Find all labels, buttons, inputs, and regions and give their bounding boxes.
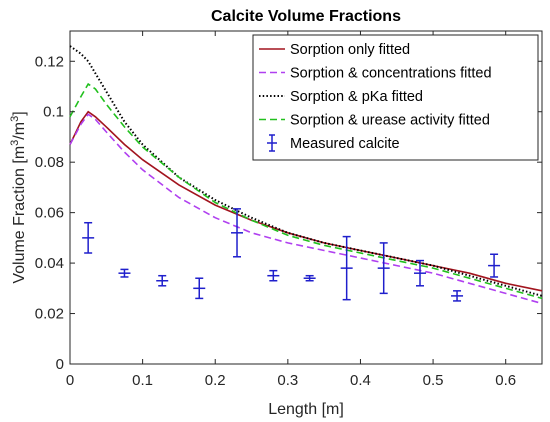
legend-entry-5: Measured calcite xyxy=(267,134,400,152)
legend-entry-1: Sorption only fitted xyxy=(259,42,410,58)
y-tick-label: 0.12 xyxy=(35,53,64,70)
legend-label: Sorption & pKa fitted xyxy=(290,89,423,105)
legend-label: Sorption & concentrations fitted xyxy=(290,66,492,82)
legend-box xyxy=(252,34,539,161)
y-tick-label: 0.02 xyxy=(35,306,64,323)
legend-entry-4: Sorption & urease activity fitted xyxy=(259,113,490,129)
legend-label: Sorption only fitted xyxy=(290,42,410,58)
legend: Sorption only fitted Sorption & concentra… xyxy=(252,34,539,161)
y-tick-label: 0.1 xyxy=(43,104,64,121)
y-tick-label: 0 xyxy=(56,356,64,373)
y-axis-title-mid: /m xyxy=(11,122,28,140)
x-tick-label: 0.2 xyxy=(205,372,226,389)
legend-label: Measured calcite xyxy=(290,136,400,152)
x-tick-label: 0 xyxy=(66,372,74,389)
measured-point xyxy=(267,269,280,282)
measured-point xyxy=(340,235,353,301)
series-line-3 xyxy=(69,45,543,297)
measured-point xyxy=(377,242,390,295)
measured-point xyxy=(118,268,131,278)
measured-point xyxy=(488,253,501,278)
legend-entry-3: Sorption & pKa fitted xyxy=(259,89,423,105)
measured-point xyxy=(303,274,316,282)
x-tick-label: 0.1 xyxy=(132,372,153,389)
x-axis-title: Length [m] xyxy=(268,401,344,418)
measured-point xyxy=(193,277,206,300)
y-tick-label: 0.08 xyxy=(35,154,64,171)
y-axis-title-sup-2: 3 xyxy=(9,116,21,122)
legend-label: Sorption & urease activity fitted xyxy=(290,113,490,129)
measured-point xyxy=(82,221,95,254)
y-axis: 0 0.02 0.04 0.06 0.08 0.1 0.12 xyxy=(35,53,542,373)
x-axis: 0 0.1 0.2 0.3 0.4 0.5 0.6 xyxy=(66,31,516,389)
y-tick-label: 0.04 xyxy=(35,255,64,272)
y-axis-title-end: ] xyxy=(11,111,28,115)
x-tick-label: 0.4 xyxy=(350,372,371,389)
measured-point xyxy=(451,290,464,302)
series-line-4 xyxy=(69,82,543,300)
x-tick-label: 0.5 xyxy=(423,372,444,389)
measured-point xyxy=(156,274,169,287)
legend-entry-2: Sorption & concentrations fitted xyxy=(259,66,492,82)
y-axis-title: Volume Fraction [m3/m3] xyxy=(9,111,28,283)
chart-title: Calcite Volume Fractions xyxy=(211,8,401,25)
measured-point xyxy=(231,208,244,258)
series-line-1 xyxy=(69,110,543,292)
x-tick-label: 0.6 xyxy=(495,372,516,389)
x-tick-label: 0.3 xyxy=(277,372,298,389)
y-axis-title-main: Volume Fraction [m xyxy=(11,146,28,284)
y-axis-title-sup-1: 3 xyxy=(9,140,21,146)
measured-point xyxy=(414,259,427,287)
y-tick-label: 0.06 xyxy=(35,205,64,222)
series-line-2 xyxy=(69,113,543,305)
